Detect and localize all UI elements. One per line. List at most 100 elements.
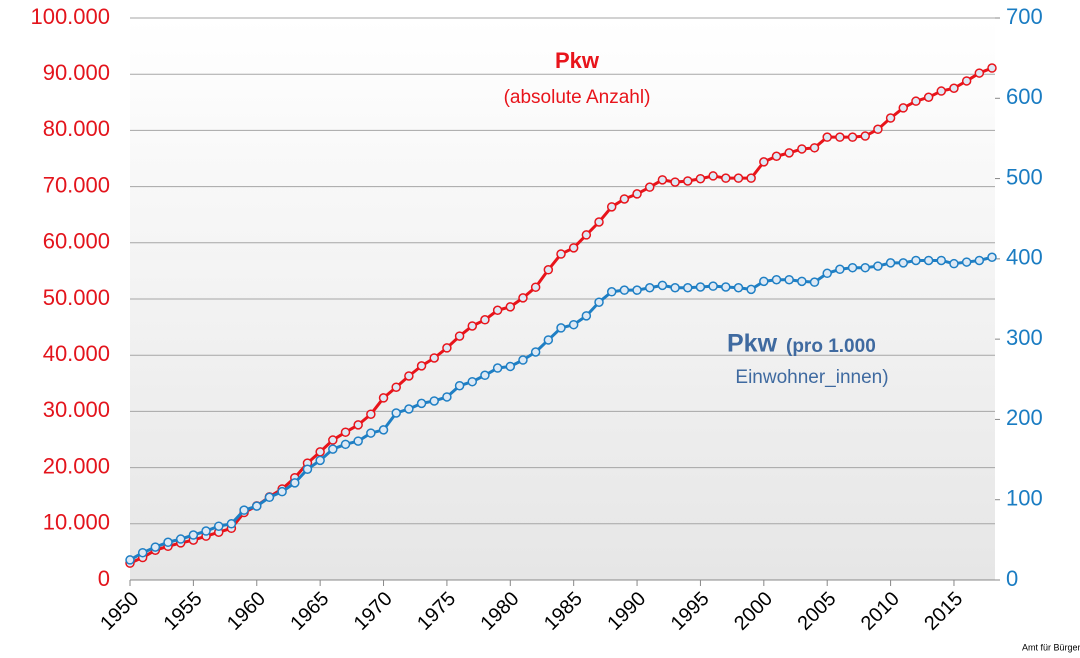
data-point <box>594 217 604 227</box>
data-point <box>239 505 249 515</box>
y-tick-label: 50.000 <box>43 285 110 310</box>
x-tick-label: 1970 <box>350 588 397 635</box>
x-tick-label: 2005 <box>793 588 840 635</box>
data-point <box>721 282 731 292</box>
data-point <box>733 173 744 183</box>
annotation: Einwohner_innen) <box>735 367 888 388</box>
y2-tick-label: 0 <box>1006 566 1018 591</box>
y2-tick-label: 700 <box>1006 4 1043 29</box>
data-point <box>987 252 997 263</box>
data-point <box>429 396 439 406</box>
data-point <box>860 131 870 141</box>
y-tick-label: 0 <box>98 566 110 591</box>
data-point <box>695 173 706 184</box>
annotation: Pkw <box>727 330 778 358</box>
data-point <box>125 555 135 565</box>
data-point <box>150 542 161 552</box>
data-point <box>492 363 503 373</box>
data-point <box>366 428 376 438</box>
data-point <box>936 86 947 96</box>
data-point <box>416 361 427 371</box>
data-point <box>315 447 325 457</box>
data-point <box>809 277 820 287</box>
data-point <box>505 302 516 312</box>
data-point <box>391 408 401 418</box>
annotation: (pro 1.000 <box>786 336 876 357</box>
data-point <box>847 132 858 142</box>
y-tick-label: 100.000 <box>30 4 110 29</box>
data-point <box>936 255 947 266</box>
data-point <box>467 376 478 387</box>
data-point <box>961 76 972 86</box>
data-point <box>797 144 807 154</box>
data-point <box>581 230 592 240</box>
data-point <box>835 264 845 275</box>
data-point <box>581 311 592 321</box>
x-tick-label: 1975 <box>413 588 460 635</box>
data-point <box>518 293 528 303</box>
data-point <box>657 280 668 291</box>
data-point <box>252 501 262 511</box>
data-point <box>987 63 997 73</box>
annotation: (absolute Anzahl) <box>504 87 651 108</box>
data-point <box>721 173 731 183</box>
source: Amt für Bürgers <box>1022 642 1080 652</box>
y2-tick-label: 400 <box>1006 245 1043 270</box>
x-tick-label: 1995 <box>667 588 714 635</box>
data-point <box>454 380 465 391</box>
y-tick-label: 80.000 <box>43 116 110 141</box>
data-point <box>378 425 389 435</box>
data-point <box>873 261 883 271</box>
data-point <box>923 92 934 102</box>
data-point <box>759 157 769 167</box>
data-point <box>708 281 718 291</box>
data-point <box>290 478 300 488</box>
data-point <box>670 283 680 293</box>
data-point <box>619 285 630 295</box>
data-point <box>771 151 782 162</box>
data-point <box>670 177 680 187</box>
data-point <box>606 202 617 212</box>
data-point <box>429 353 439 363</box>
data-point <box>404 404 414 414</box>
data-point <box>822 132 832 142</box>
data-point <box>632 189 642 199</box>
data-point <box>543 265 554 275</box>
y2-tick-label: 100 <box>1006 486 1043 511</box>
data-point <box>911 96 921 106</box>
data-point <box>353 436 363 446</box>
data-point <box>695 282 706 292</box>
data-point <box>480 315 490 325</box>
data-point <box>923 255 934 266</box>
data-point <box>442 392 452 402</box>
data-point <box>264 492 275 503</box>
data-point <box>378 393 389 403</box>
data-point <box>683 283 693 293</box>
x-tick-label: 1955 <box>160 588 207 635</box>
data-point <box>340 427 351 437</box>
data-point <box>873 124 883 135</box>
data-point <box>898 258 909 268</box>
data-point <box>188 530 199 540</box>
data-point <box>137 547 148 558</box>
data-point <box>619 194 630 204</box>
data-point <box>733 283 744 293</box>
data-point <box>961 257 972 267</box>
data-point <box>911 255 921 266</box>
data-point <box>835 132 845 142</box>
data-point <box>949 83 959 93</box>
data-point <box>746 173 756 183</box>
annotation: Pkw <box>555 48 600 73</box>
data-point <box>518 355 528 365</box>
data-point <box>974 255 985 266</box>
x-tick-label: 2015 <box>920 588 967 635</box>
data-point <box>657 175 668 185</box>
data-point <box>175 534 186 544</box>
data-point <box>771 274 782 285</box>
data-point <box>213 521 224 531</box>
data-point <box>163 537 173 548</box>
data-point <box>366 409 376 419</box>
x-tick-label: 1980 <box>477 588 524 635</box>
data-point <box>353 420 363 430</box>
